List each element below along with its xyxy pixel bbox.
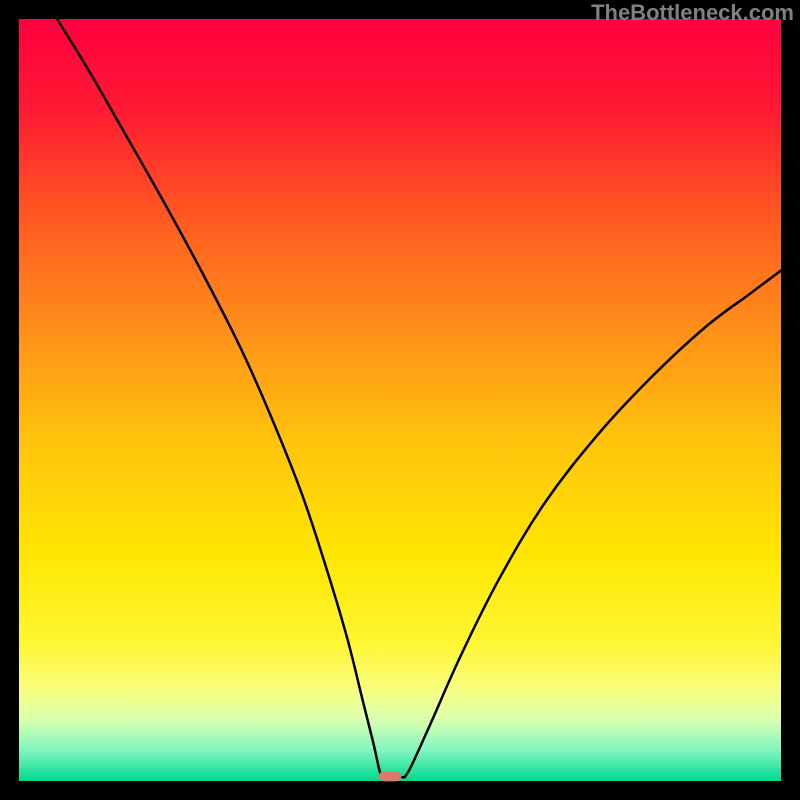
bottleneck-chart — [0, 0, 800, 800]
plot-background — [19, 19, 781, 781]
optimal-marker — [379, 771, 402, 781]
watermark-text: TheBottleneck.com — [591, 0, 794, 26]
chart-container: TheBottleneck.com — [0, 0, 800, 800]
